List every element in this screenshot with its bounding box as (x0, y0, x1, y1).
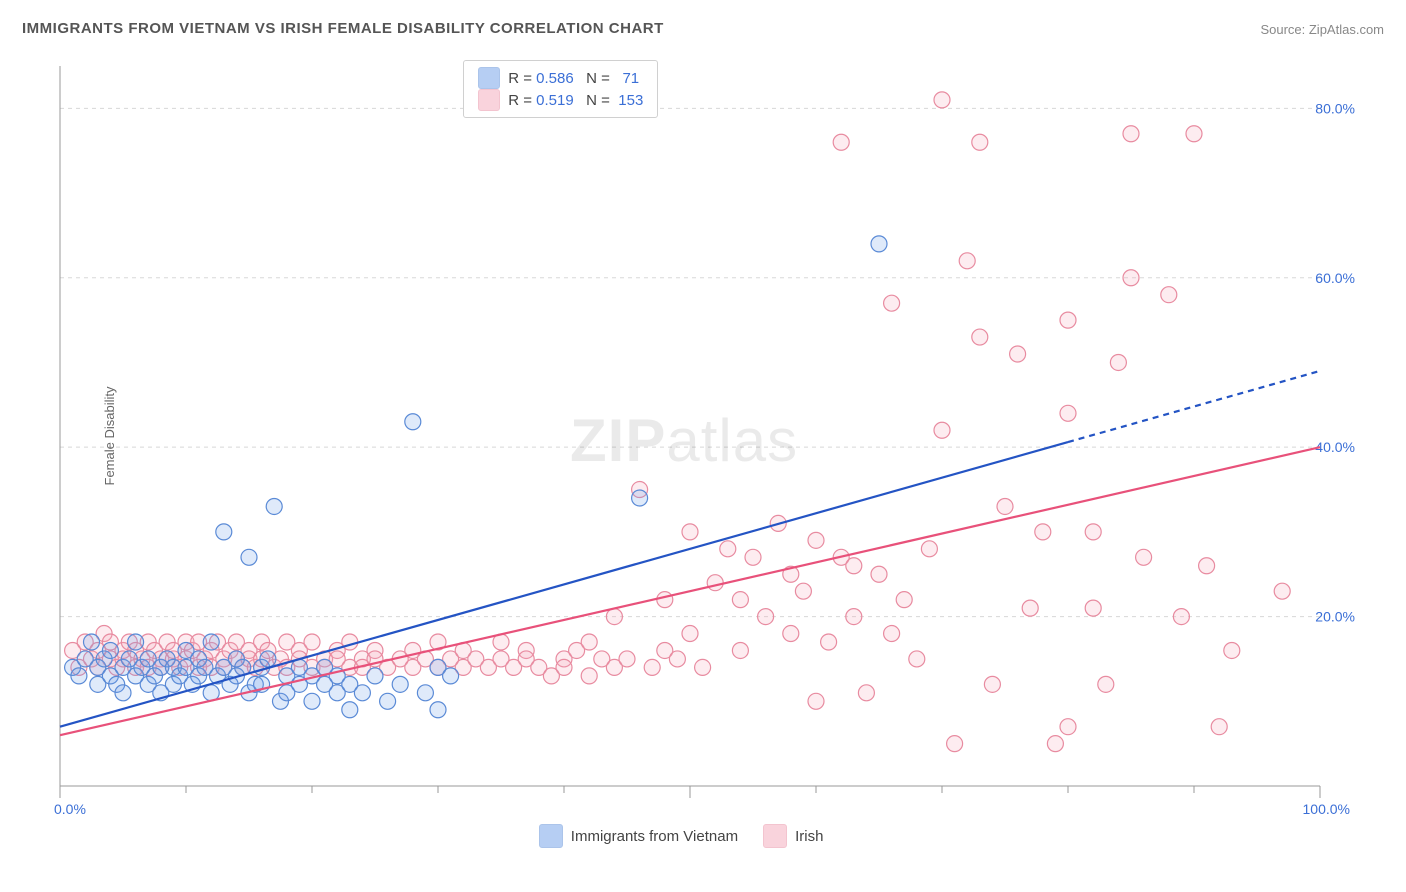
series-swatch (539, 824, 563, 848)
svg-text:100.0%: 100.0% (1303, 801, 1350, 817)
series-legend-item: Immigrants from Vietnam (539, 824, 738, 848)
legend-swatch (478, 67, 500, 89)
chart-title: IMMIGRANTS FROM VIETNAM VS IRISH FEMALE … (22, 20, 664, 37)
scatter-plot: 20.0% 40.0% 60.0% 80.0% 0.0% 100.0% (50, 56, 1360, 816)
chart-area: Female Disability 20.0% 40.0% 60.0% 80.0% 0.… (50, 56, 1360, 816)
svg-text:0.0%: 0.0% (54, 801, 86, 817)
svg-text:80.0%: 80.0% (1315, 100, 1355, 116)
y-axis-label: Female Disability (102, 387, 117, 486)
series-label: Irish (795, 828, 823, 845)
correlation-legend: R = 0.586 N = 71 R = 0.519 N = 153 (463, 60, 658, 118)
legend-stat-text: R = 0.586 N = 71 (508, 70, 639, 87)
svg-text:60.0%: 60.0% (1315, 270, 1355, 286)
svg-text:20.0%: 20.0% (1315, 609, 1355, 625)
legend-swatch (478, 89, 500, 111)
series-legend-item: Irish (763, 824, 823, 848)
legend-row: R = 0.586 N = 71 (478, 67, 643, 89)
legend-stat-text: R = 0.519 N = 153 (508, 92, 643, 109)
legend-row: R = 0.519 N = 153 (478, 89, 643, 111)
series-legend: Immigrants from Vietnam Irish (539, 824, 824, 848)
svg-text:40.0%: 40.0% (1315, 439, 1355, 455)
series-swatch (763, 824, 787, 848)
series-label: Immigrants from Vietnam (571, 828, 738, 845)
source-attribution: Source: ZipAtlas.com (1260, 22, 1384, 37)
